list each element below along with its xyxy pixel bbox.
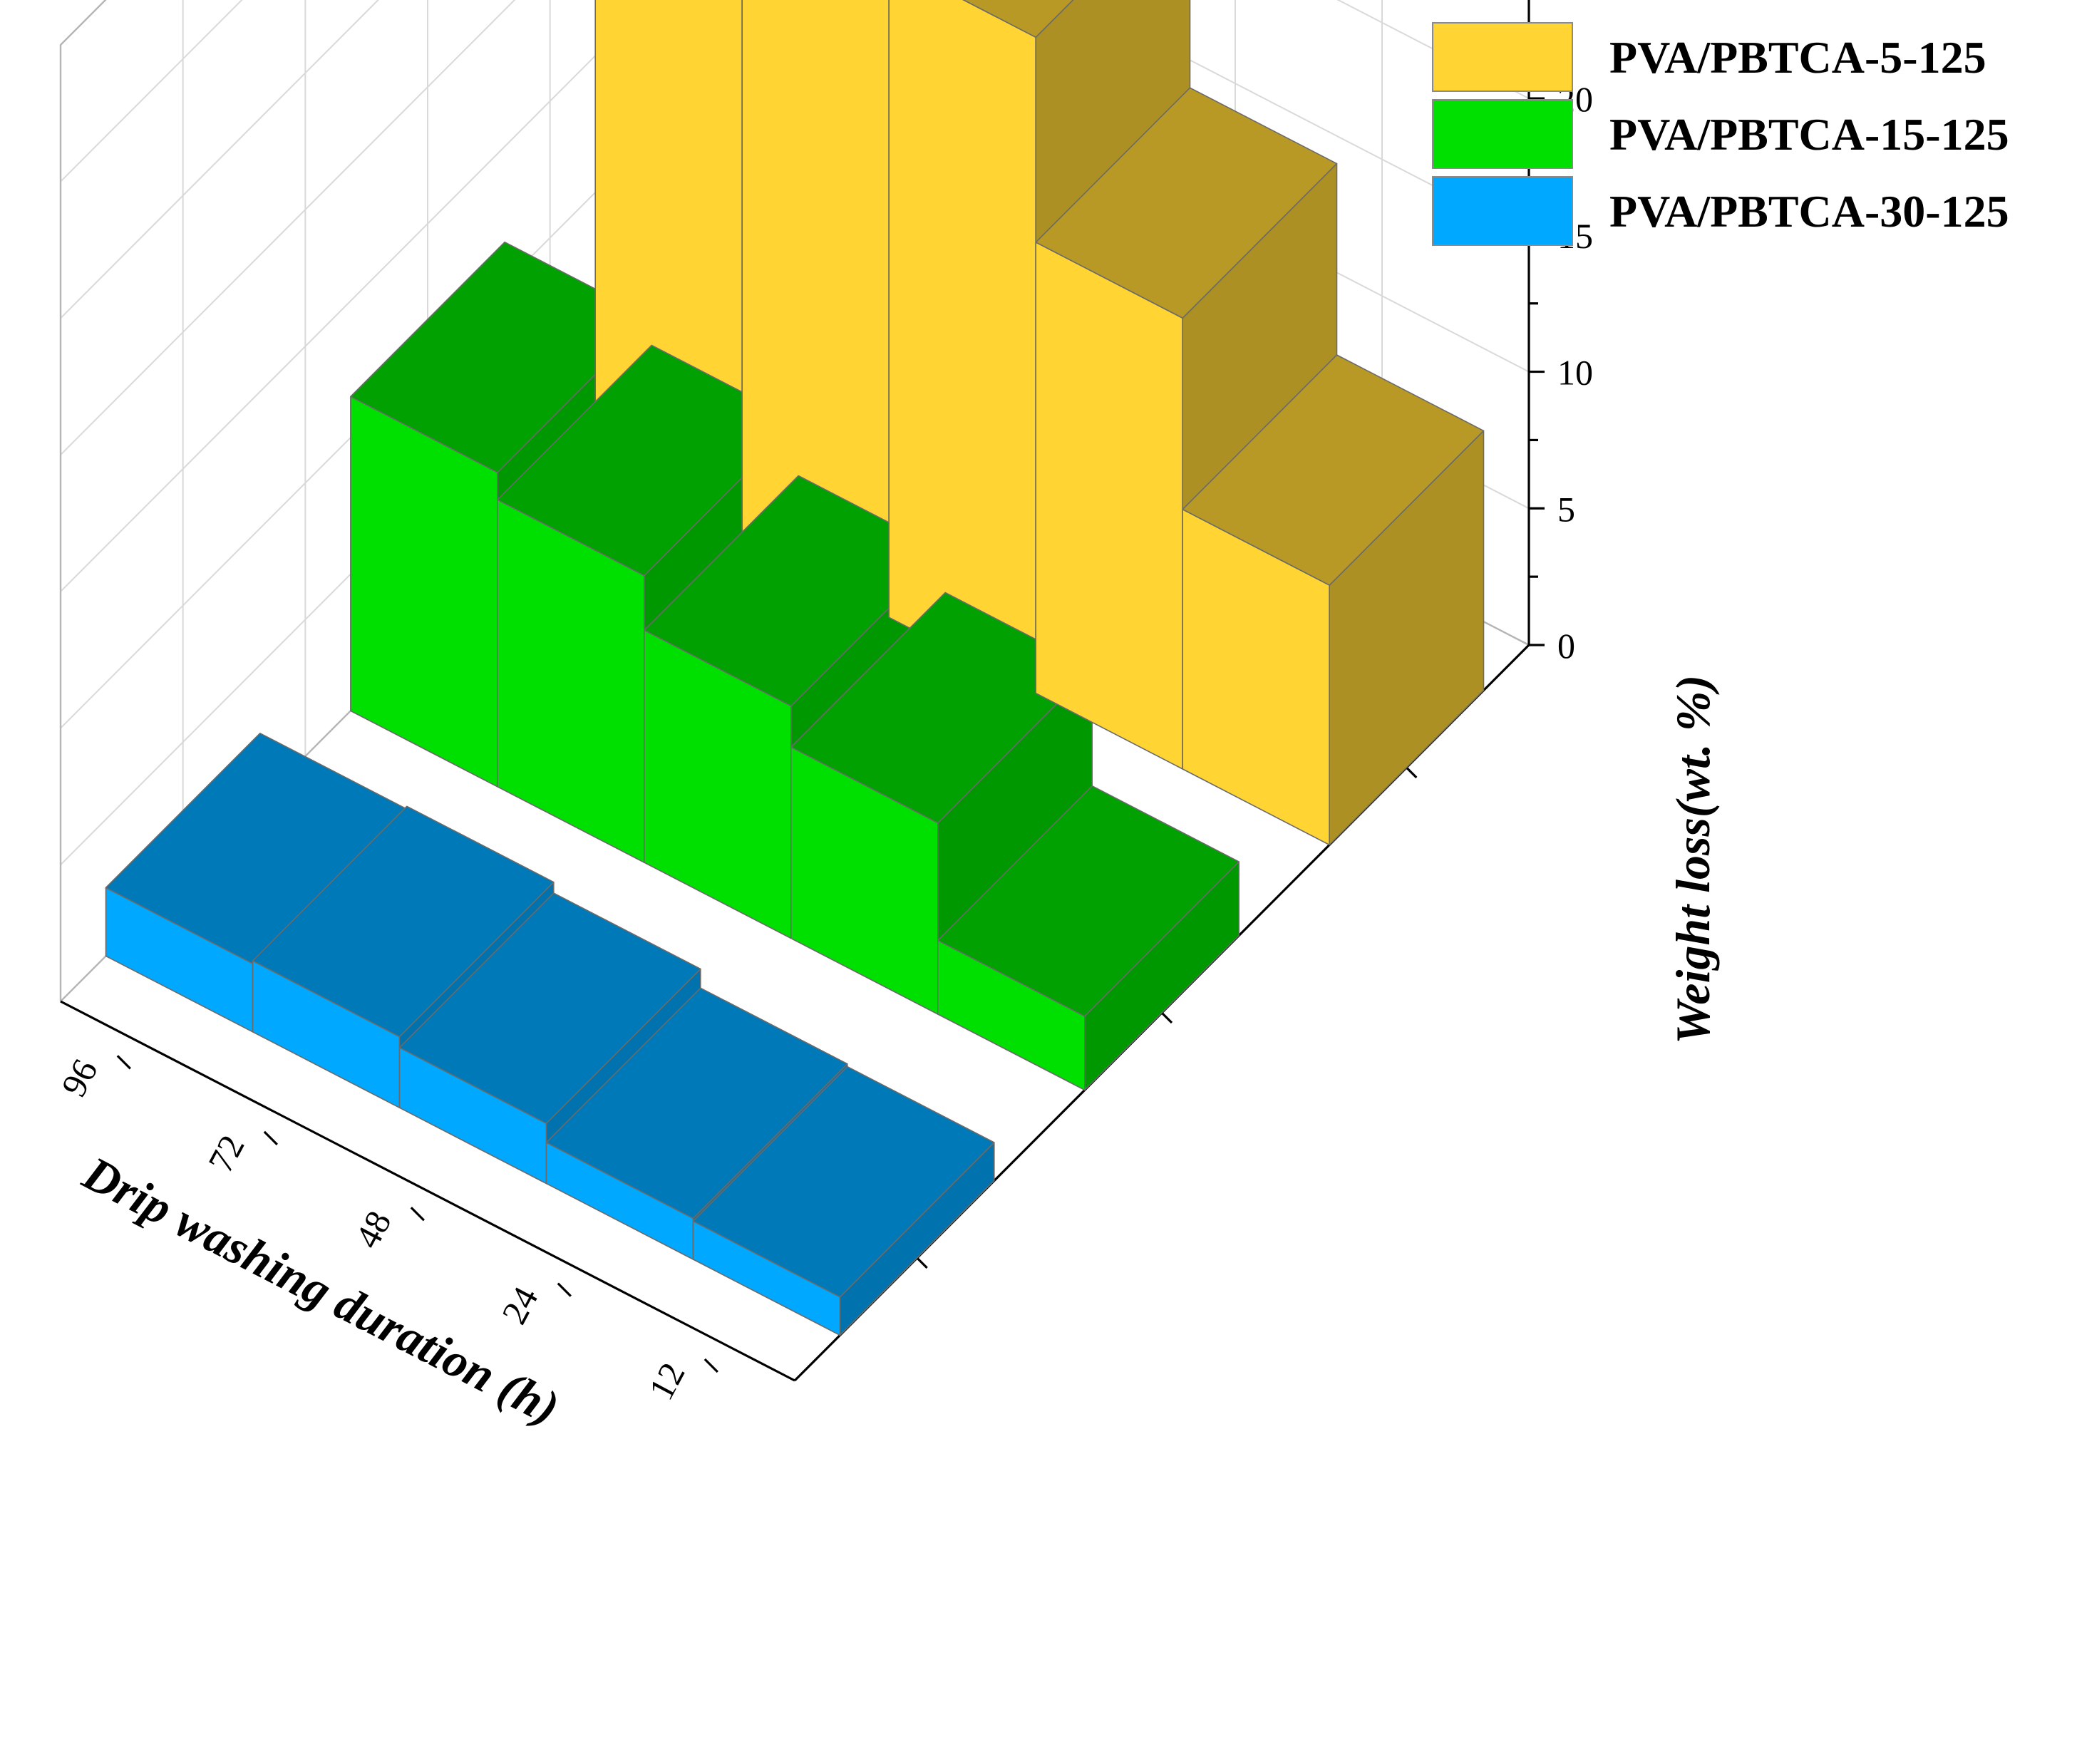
bar: [692, 1066, 995, 1336]
legend-swatch: [1432, 22, 1573, 92]
z-axis-title: Weight loss(wt. %): [1666, 675, 1720, 1044]
chart-bars: [105, 0, 1485, 1336]
legend-label: PVA/PBTCA-30-125: [1609, 186, 2009, 237]
bar-face-top: [1182, 354, 1485, 586]
bar-face-top: [252, 805, 555, 1038]
z-tick-label: 5: [1557, 489, 1575, 529]
legend: PVA/PBTCA-5-125 PVA/PBTCA-15-125 PVA/PBTCA…: [1432, 22, 2009, 246]
bar-face-top: [692, 1066, 995, 1298]
legend-swatch: [1432, 176, 1573, 246]
z-tick-label: 0: [1557, 626, 1575, 666]
x-tick-label: 96: [53, 1053, 105, 1103]
x-tick-label: 48: [347, 1205, 399, 1254]
legend-swatch: [1432, 99, 1573, 169]
bar-face-top: [1035, 87, 1338, 319]
bar-face-top: [545, 987, 848, 1219]
legend-label: PVA/PBTCA-5-125: [1609, 32, 1986, 83]
bar-face-front: [888, 0, 1036, 694]
x-tick-label: 72: [200, 1128, 252, 1178]
x-tick-label: 24: [494, 1280, 546, 1330]
bar: [937, 785, 1240, 1091]
bar-face-top: [962, 0, 1074, 38]
x-axis-tick: [116, 1055, 131, 1070]
x-axis-tick: [263, 1130, 278, 1145]
z-tick-label: 10: [1557, 353, 1593, 393]
bar-face-top: [398, 892, 701, 1124]
y-axis-tick: [916, 1257, 928, 1269]
bar-face-front: [1035, 242, 1183, 770]
x-tick-label: 12: [641, 1356, 693, 1406]
x-axis-tick: [557, 1282, 572, 1297]
y-axis-tick: [1406, 766, 1418, 779]
legend-label: PVA/PBTCA-15-125: [1609, 109, 2009, 160]
x-axis-tick: [704, 1358, 718, 1373]
y-axis-tick: [1160, 1011, 1173, 1024]
bar: [1182, 354, 1485, 846]
x-axis-line: [60, 1000, 795, 1382]
x-axis-tick: [410, 1207, 425, 1222]
bar-face-top: [937, 785, 1240, 1017]
x-axis-title: Drip washing duration (h): [74, 1145, 567, 1435]
